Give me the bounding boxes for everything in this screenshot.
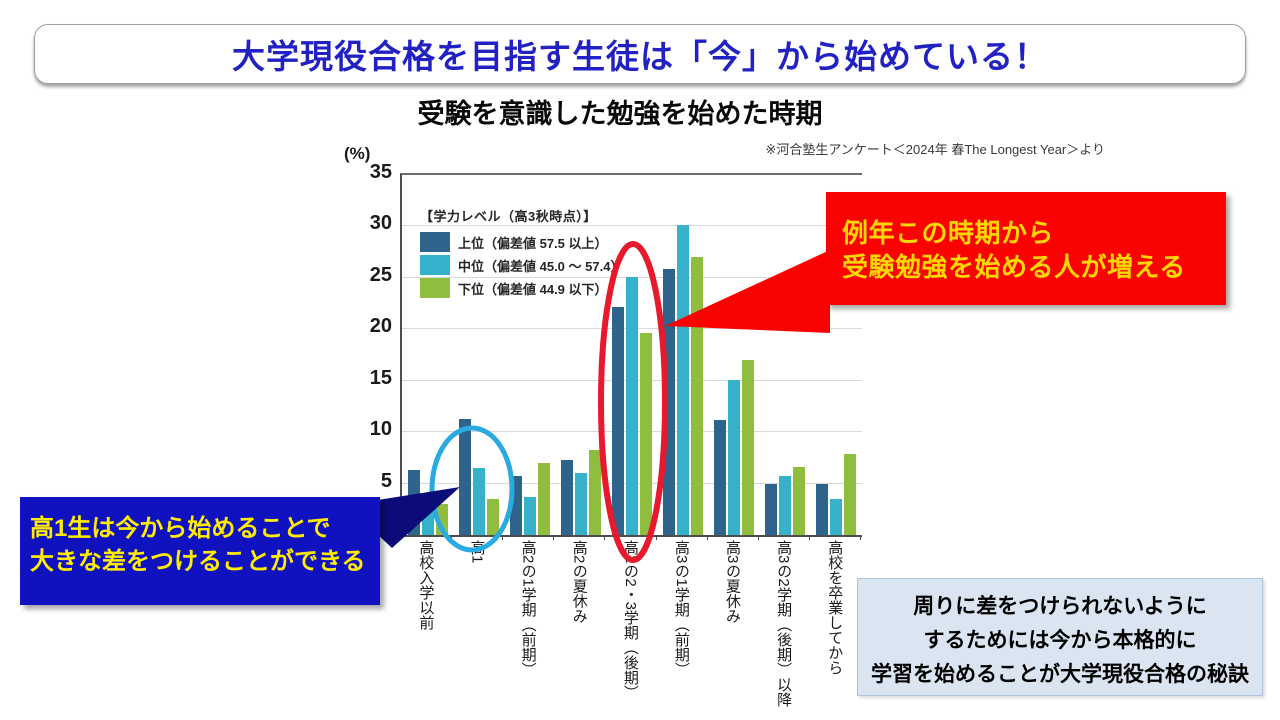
- bar-middle: [779, 476, 792, 535]
- legend-row: 下位（偏差値 44.9 以下）: [420, 278, 623, 298]
- legend-swatch-bottom: [420, 278, 450, 298]
- x-axis-category-text: 高校を卒業してから: [826, 540, 844, 675]
- legend-row: 上位（偏差値 57.5 以上）: [420, 232, 623, 252]
- bar-bottom: [435, 504, 448, 535]
- x-axis-category-label: 高3の夏休み: [706, 540, 758, 718]
- x-axis-category-text: 高3の1学期（前期）: [672, 540, 690, 677]
- x-axis-category-label: 高1: [451, 540, 503, 718]
- bar-middle: [421, 493, 434, 535]
- bar-group: [811, 175, 862, 535]
- bar-top: [663, 268, 676, 535]
- x-axis-category-label: 高3の2学期（後期）以降: [757, 540, 809, 718]
- y-axis-tick-label: 25: [369, 263, 392, 286]
- bar-middle: [677, 225, 690, 535]
- bar-middle: [830, 499, 843, 535]
- legend-row: 中位（偏差値 45.0 ～ 57.4）: [420, 255, 623, 275]
- x-axis-category-text: 高校入学以前: [417, 540, 435, 630]
- x-axis-category-label: 高3の1学期（前期）: [655, 540, 707, 718]
- bar-group: [760, 175, 811, 535]
- source-note: ※河合塾生アンケート＜2024年 春The Longest Year＞より: [765, 142, 1105, 157]
- bar-top: [765, 483, 778, 535]
- chart-legend: 【学力レベル（高3秋時点）】 上位（偏差値 57.5 以上） 中位（偏差値 45.…: [420, 206, 623, 298]
- blue-callout-box: 高1生は今から始めることで 大きな差をつけることができる: [20, 497, 380, 605]
- x-axis-category-text: 高1: [468, 540, 486, 564]
- title-banner: 大学現役合格を目指す生徒は「今」から始めている！: [34, 24, 1246, 84]
- legend-label-top: 上位（偏差値 57.5 以上）: [458, 235, 608, 251]
- x-axis-category-label: 高校を卒業してから: [808, 540, 860, 718]
- legend-title: 【学力レベル（高3秋時点）】: [420, 209, 597, 224]
- bar-top: [407, 470, 420, 535]
- x-axis-tick: [808, 535, 810, 540]
- legend-swatch-top: [420, 232, 450, 252]
- x-axis-tick: [860, 535, 861, 540]
- bar-middle: [574, 473, 587, 535]
- y-axis-unit-label: (%): [344, 144, 371, 163]
- chart-title: 受験を意識した勉強を始めた時期: [417, 99, 823, 129]
- bar-bottom: [742, 360, 755, 535]
- x-axis-category-text: 高2の1学期（前期）: [519, 540, 537, 677]
- gridline: [402, 225, 862, 227]
- legend-label-middle: 中位（偏差値 45.0 ～ 57.4）: [458, 258, 624, 274]
- red-callout-box: 例年この時期から 受験勉強を始める人が増える: [826, 192, 1226, 305]
- bar-bottom: [793, 467, 806, 535]
- bar-bottom: [844, 453, 857, 535]
- x-axis-tick: [706, 535, 708, 540]
- legend-swatch-middle: [420, 255, 450, 275]
- legend-label-bottom: 下位（偏差値 44.9 以下）: [458, 281, 608, 297]
- y-axis-tick-label: 35: [369, 161, 392, 183]
- summary-box: 周りに差をつけられないように するためには今から本格的に 学習を始めることが大学現役…: [857, 578, 1263, 696]
- bar-group: [555, 175, 606, 535]
- x-axis-category-label: 高2の1学期（前期）: [502, 540, 554, 718]
- bar-top: [560, 459, 573, 535]
- x-axis-category-text: 高2の夏休み: [570, 540, 588, 624]
- bar-bottom: [486, 499, 499, 535]
- bar-bottom: [588, 449, 601, 535]
- bar-group: [709, 175, 760, 535]
- bar-middle: [625, 276, 638, 535]
- slide-title: 大学現役合格を目指す生徒は「今」から始めている！: [232, 38, 1048, 75]
- y-axis-tick-label: 20: [369, 315, 392, 338]
- x-axis-category-label: 高2の夏休み: [553, 540, 605, 718]
- x-axis-category-label: 高2の2・3学期（後期）: [604, 540, 656, 718]
- bar-top: [714, 419, 727, 535]
- x-axis-category-text: 高2の2・3学期（後期）: [621, 540, 639, 701]
- bar-middle: [523, 496, 536, 535]
- x-axis-tick: [757, 535, 759, 540]
- bar-bottom: [691, 257, 704, 535]
- y-axis-tick-label: 5: [380, 469, 392, 492]
- bar-bottom: [639, 333, 652, 535]
- legend-items: 上位（偏差値 57.5 以上） 中位（偏差値 45.0 ～ 57.4） 下位（偏差値…: [420, 232, 623, 298]
- x-axis-tick: [553, 535, 555, 540]
- x-axis-category-text: 高3の2学期（後期）以降: [775, 540, 793, 707]
- bar-top: [816, 483, 829, 535]
- y-axis-tick-label: 15: [369, 366, 392, 389]
- bar-group: [658, 175, 709, 535]
- bar-top: [458, 418, 471, 535]
- bar-middle: [728, 379, 741, 535]
- y-axis-tick-label: 30: [369, 212, 392, 235]
- bar-top: [509, 476, 522, 535]
- bar-top: [611, 306, 624, 535]
- x-axis-category-text: 高3の夏休み: [724, 540, 742, 624]
- x-axis-category-label: 高校入学以前: [400, 540, 452, 718]
- bar-middle: [472, 468, 485, 535]
- y-axis-tick-label: 10: [369, 418, 392, 441]
- bar-bottom: [537, 463, 550, 535]
